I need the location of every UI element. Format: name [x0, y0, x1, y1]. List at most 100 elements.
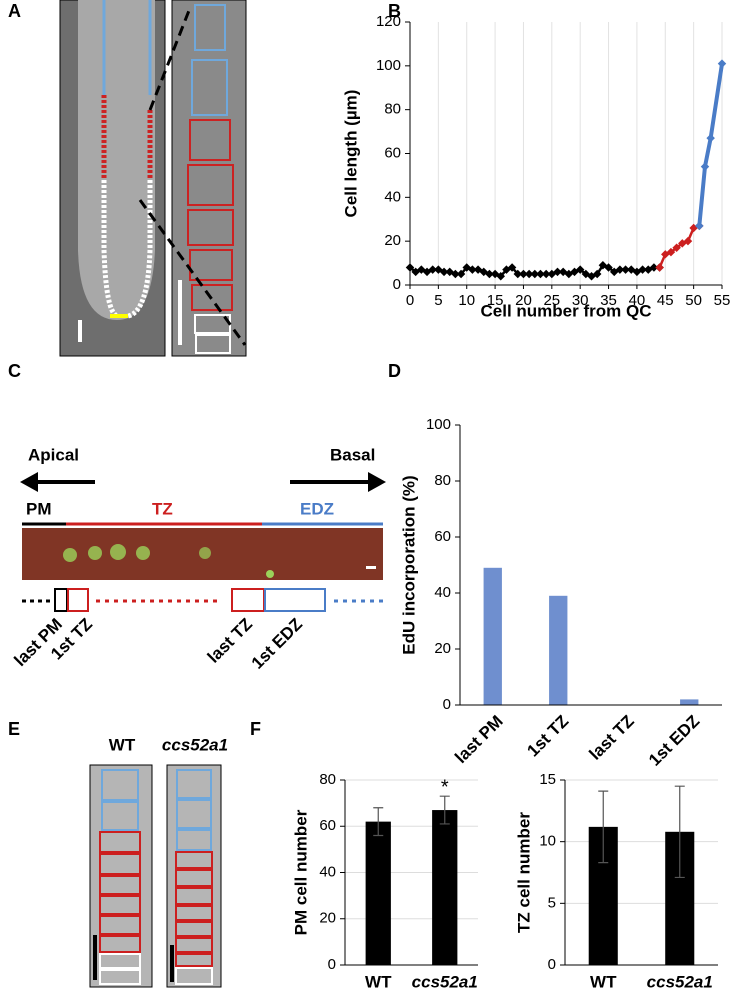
- y-tick-label: 0: [328, 956, 336, 973]
- point: [706, 133, 715, 143]
- point: [536, 269, 545, 279]
- y-tick-label: 10: [539, 833, 556, 850]
- error-bar: [674, 785, 685, 879]
- panel-label: F: [250, 719, 261, 739]
- point: [649, 263, 659, 272]
- point: [717, 59, 727, 68]
- y-tick-label: 100: [376, 57, 401, 74]
- point: [439, 267, 449, 277]
- x-tick-label: 40: [629, 292, 646, 309]
- label: TZ: [152, 499, 173, 518]
- micrograph-e: WT ccs52a1: [89, 735, 228, 988]
- point: [496, 271, 506, 281]
- x-tick-label: 0: [406, 292, 414, 309]
- x-tick-label: 25: [543, 292, 560, 309]
- point: [485, 269, 494, 279]
- error-bar: [373, 807, 384, 837]
- panel-label: D: [388, 361, 401, 381]
- annotation: *: [441, 776, 449, 798]
- y-tick-label: 40: [319, 863, 336, 880]
- point: [451, 269, 460, 279]
- label: Apical: [28, 445, 79, 464]
- point: [541, 269, 551, 279]
- y-tick-label: 15: [539, 771, 556, 788]
- point: [604, 263, 613, 272]
- label: 1st EDZ: [248, 615, 306, 673]
- x-tick-label: 55: [714, 292, 731, 309]
- point: [621, 265, 630, 274]
- x-tick-label: 15: [487, 292, 504, 309]
- point: [507, 263, 517, 272]
- y-tick-label: 40: [384, 188, 401, 205]
- y-axis-title: EdU incorporation (%): [399, 475, 418, 654]
- y-tick-label: 40: [434, 584, 451, 601]
- x-tick-label: WT: [365, 972, 392, 991]
- point: [513, 269, 523, 279]
- x-axis-title: Cell number from QC: [481, 301, 652, 320]
- label: PM: [26, 499, 52, 518]
- x-tick-label: 1st EDZ: [645, 712, 703, 770]
- panel-label: C: [8, 361, 21, 381]
- y-tick-label: 60: [434, 528, 451, 545]
- bar: [549, 595, 568, 705]
- x-tick-label: 10: [458, 292, 475, 309]
- y-axis-title: PM cell number: [291, 809, 310, 935]
- error-bar: [598, 790, 609, 864]
- y-tick-label: 80: [434, 472, 451, 489]
- x-tick-label: 35: [600, 292, 617, 309]
- y-tick-label: 0: [393, 276, 401, 293]
- point: [428, 265, 437, 274]
- y-axis-title: TZ cell number: [514, 812, 533, 933]
- point: [700, 162, 710, 171]
- point: [553, 267, 562, 277]
- y-tick-label: 0: [443, 696, 451, 713]
- point: [655, 263, 664, 272]
- line: [697, 63, 724, 227]
- point: [456, 269, 466, 279]
- y-tick-label: 20: [384, 232, 401, 249]
- panel-label: A: [8, 1, 21, 21]
- point: [468, 265, 477, 274]
- micrograph-a: [59, 0, 247, 357]
- label: EDZ: [300, 499, 334, 518]
- y-tick-label: 80: [384, 101, 401, 118]
- x-tick-label: 5: [434, 292, 442, 309]
- y-tick-label: 5: [548, 894, 556, 911]
- y-axis-title: Cell length (µm): [341, 90, 360, 218]
- bar: [483, 567, 502, 705]
- label: ccs52a1: [162, 735, 228, 754]
- y-tick-label: 120: [376, 13, 401, 30]
- y-tick-label: 0: [548, 956, 556, 973]
- label: Basal: [330, 445, 375, 464]
- y-tick-label: 80: [319, 771, 336, 788]
- x-tick-label: last TZ: [586, 712, 638, 764]
- point: [524, 269, 534, 279]
- x-tick-label: ccs52a1: [412, 972, 478, 991]
- bar: [365, 821, 391, 965]
- x-tick-label: ccs52a1: [647, 972, 713, 991]
- x-tick-label: 20: [515, 292, 532, 309]
- x-tick-label: 45: [657, 292, 674, 309]
- point: [530, 269, 540, 279]
- x-tick-label: last PM: [451, 712, 507, 768]
- y-tick-label: 100: [426, 416, 451, 433]
- panel-label: B: [388, 1, 401, 21]
- y-tick-label: 20: [434, 640, 451, 657]
- point: [519, 269, 528, 279]
- bar: [680, 699, 699, 705]
- panel-label: E: [8, 719, 20, 739]
- x-tick-label: WT: [590, 972, 617, 991]
- point: [615, 265, 625, 274]
- label: WT: [109, 735, 136, 754]
- y-tick-label: 20: [319, 910, 336, 927]
- point: [575, 265, 585, 274]
- y-tick-label: 60: [319, 817, 336, 834]
- x-tick-label: 50: [685, 292, 702, 309]
- point: [592, 269, 602, 279]
- bar: [432, 810, 458, 965]
- point: [638, 265, 647, 274]
- diagram-c: Apical Basal PM TZ EDZ last PM 1st TZ la…: [10, 445, 386, 673]
- y-tick-label: 60: [384, 144, 401, 161]
- x-tick-label: 30: [572, 292, 589, 309]
